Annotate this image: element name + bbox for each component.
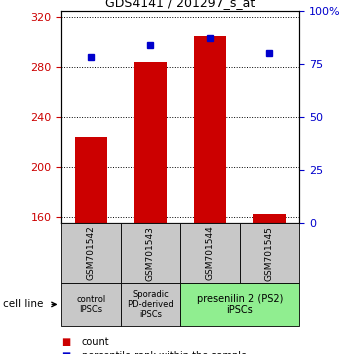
Text: presenilin 2 (PS2)
iPSCs: presenilin 2 (PS2) iPSCs [197, 293, 283, 315]
Text: ■: ■ [61, 337, 70, 347]
Text: GSM701542: GSM701542 [86, 226, 96, 280]
Bar [61, 223, 121, 283]
Text: count: count [82, 337, 109, 347]
Bar [121, 283, 180, 326]
Bar [74, 137, 107, 223]
Title: GDS4141 / 201297_s_at: GDS4141 / 201297_s_at [105, 0, 255, 10]
Bar [253, 214, 286, 223]
Text: control
IPSCs: control IPSCs [76, 295, 106, 314]
Text: GSM701543: GSM701543 [146, 225, 155, 281]
Bar [61, 283, 121, 326]
Text: GSM701545: GSM701545 [265, 225, 274, 281]
Text: ■: ■ [61, 351, 70, 354]
Bar [193, 36, 226, 223]
Text: cell line: cell line [3, 299, 44, 309]
Bar [180, 223, 240, 283]
Text: Sporadic
PD-derived
iPSCs: Sporadic PD-derived iPSCs [127, 290, 174, 319]
Text: percentile rank within the sample: percentile rank within the sample [82, 351, 246, 354]
Bar [180, 283, 299, 326]
Bar [121, 223, 180, 283]
Bar [134, 62, 167, 223]
Text: GSM701544: GSM701544 [205, 226, 215, 280]
Bar [240, 223, 299, 283]
